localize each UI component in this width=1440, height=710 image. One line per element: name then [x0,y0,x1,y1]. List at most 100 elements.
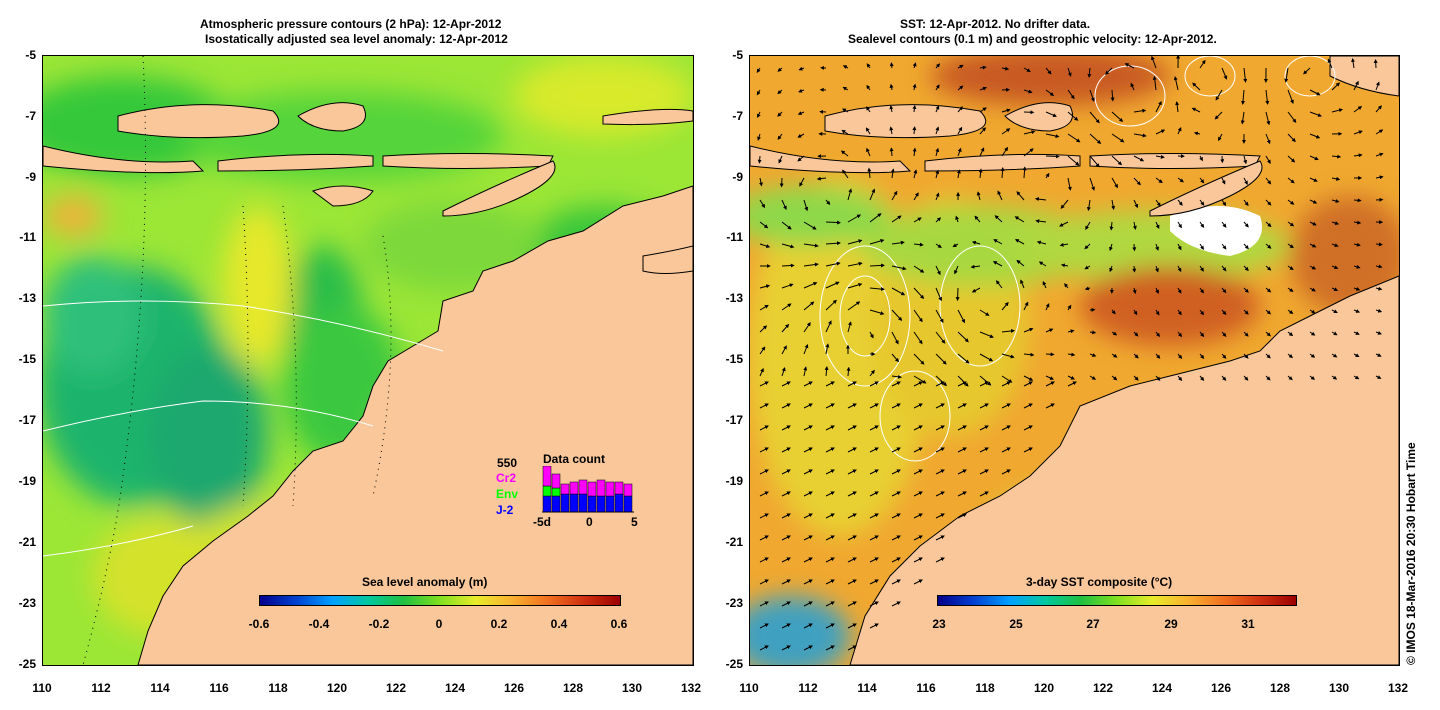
velocity-arrow [1155,129,1166,135]
velocity-arrow [935,381,945,387]
velocity-arrow [759,491,769,497]
velocity-arrow [1104,67,1113,75]
histogram-bar [623,495,633,513]
velocity-arrow [781,491,791,497]
velocity-arrow [1087,67,1092,78]
sea-level-map[interactable] [42,55,694,666]
velocity-arrow [957,147,962,157]
velocity-arrow [1375,308,1383,313]
velocity-arrow [913,192,919,201]
velocity-arrow [1151,56,1157,69]
velocity-arrow [891,535,901,541]
histogram-bar [605,495,615,513]
velocity-arrow [1111,199,1116,210]
velocity-arrow [971,240,981,245]
velocity-arrow [912,62,917,69]
velocity-arrow [1287,309,1294,315]
velocity-arrow [1109,243,1113,252]
velocity-arrow [869,309,885,315]
velocity-arrow [1045,381,1055,387]
velocity-arrow [757,155,762,164]
velocity-arrow [957,331,969,343]
velocity-arrow [1060,199,1069,209]
histogram-bar [569,481,579,495]
sst-tick: 23 [932,617,946,631]
velocity-arrow [1045,89,1055,96]
velocity-arrow [1309,89,1321,96]
velocity-arrow [824,365,829,377]
velocity-arrow [1045,375,1055,380]
velocity-arrow [781,601,791,607]
hist-label-start: -5d [533,515,551,529]
histogram-bar [551,495,561,513]
velocity-arrow [935,469,945,475]
velocity-arrow [1199,265,1204,272]
velocity-arrow [1331,265,1339,269]
velocity-arrow [869,188,876,201]
velocity-arrow [957,309,966,324]
sst-map[interactable] [749,55,1400,666]
velocity-arrow [847,381,857,387]
velocity-arrow [1177,331,1183,338]
sst-colorbar-title: 3-day SST composite (°C) [1026,575,1173,589]
histogram-bar [578,479,588,495]
velocity-arrow [866,106,871,113]
velocity-arrow [1023,130,1036,135]
velocity-arrow [913,491,923,497]
velocity-arrow [1240,111,1245,125]
velocity-arrow [781,469,791,475]
left-title-line1: Atmospheric pressure contours (2 hPa): 1… [200,17,502,31]
velocity-arrow [803,381,813,387]
right-y-tick: -13 [725,291,743,305]
right-y-tick: -5 [732,48,743,62]
velocity-arrow [1155,287,1159,294]
velocity-arrow [1265,133,1271,145]
geostrophic-velocity-arrows [756,56,1384,651]
velocity-arrow [912,104,917,113]
velocity-arrow [1177,177,1184,183]
velocity-arrow [1243,221,1249,228]
velocity-arrow [913,535,923,541]
velocity-arrow [825,320,832,333]
velocity-arrow [847,579,857,585]
velocity-arrow [957,85,964,91]
velocity-arrow [1111,331,1118,336]
velocity-arrow [1042,280,1047,289]
velocity-arrow [889,62,894,69]
velocity-arrow [935,513,945,519]
velocity-arrow [1089,89,1095,102]
velocity-arrow [1035,219,1047,224]
velocity-arrow [1084,265,1091,270]
velocity-arrow [759,381,769,387]
velocity-arrow [842,86,849,91]
histogram-bar [542,495,552,513]
velocity-arrow [957,64,964,69]
velocity-arrow [935,147,940,157]
velocity-arrow [891,190,898,201]
left-x-tick: 120 [326,681,348,695]
velocity-arrow [891,374,903,379]
velocity-arrow [1331,375,1338,380]
velocity-arrow [1215,89,1223,101]
velocity-arrow [1353,242,1361,247]
left-y-tick: -25 [18,657,36,671]
velocity-arrow [847,188,853,201]
velocity-arrow [1089,111,1100,124]
velocity-arrow [1353,264,1361,269]
velocity-arrow [1241,89,1246,105]
velocity-arrow [1351,57,1356,69]
velocity-arrow [781,199,787,210]
velocity-arrow [979,127,986,135]
velocity-arrow [889,147,894,157]
velocity-arrow [841,129,849,135]
velocity-arrow [1265,155,1271,165]
velocity-arrow [756,89,761,96]
velocity-arrow [1155,353,1161,359]
velocity-arrow [1133,177,1141,186]
velocity-arrow [759,601,769,607]
velocity-arrow [1221,331,1227,337]
velocity-arrow [913,375,927,384]
velocity-arrow [1059,221,1069,227]
velocity-arrow [803,243,819,248]
velocity-arrow [869,469,879,475]
